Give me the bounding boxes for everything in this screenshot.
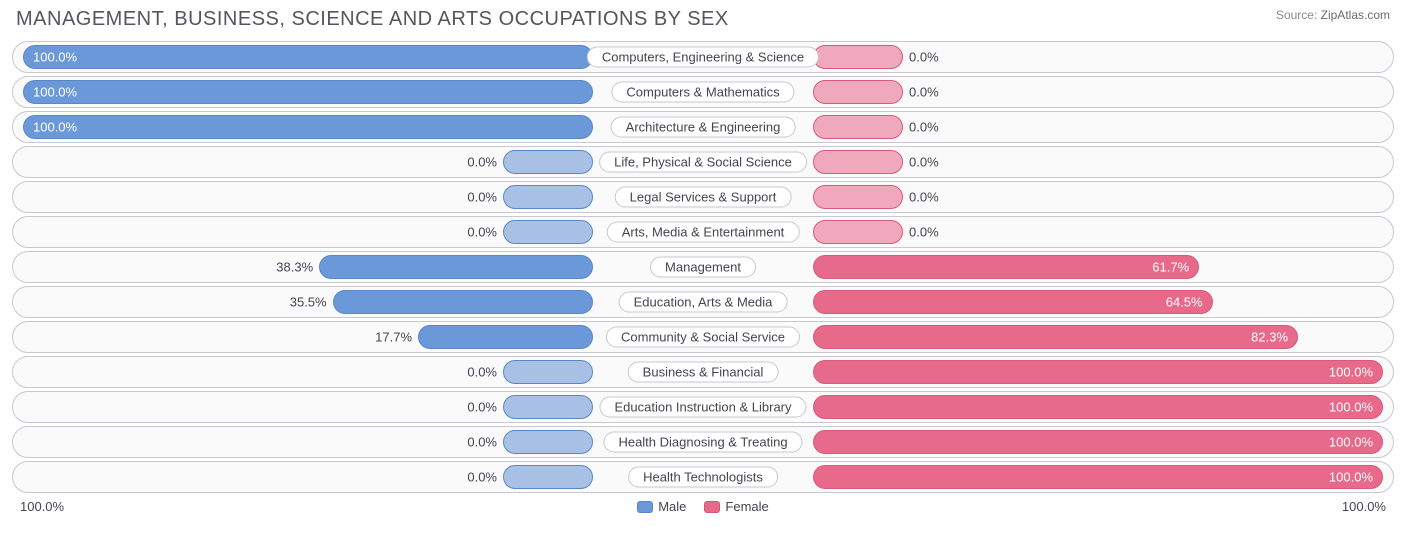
data-row: 0.0% 0.0% Life, Physical & Social Science [12, 146, 1394, 178]
data-row: 0.0% 100.0% Education Instruction & Librar… [12, 391, 1394, 423]
chart-source: Source: ZipAtlas.com [1276, 8, 1390, 24]
female-pct-label: 61.7% [1152, 260, 1189, 275]
data-row: 100.0% 0.0% Computers & Mathematics [12, 76, 1394, 108]
female-bar [813, 430, 1383, 454]
female-pct-label: 100.0% [1329, 365, 1373, 380]
male-bar [503, 465, 593, 489]
legend-female: Female [704, 499, 768, 514]
female-bar [813, 115, 903, 139]
legend-female-label: Female [725, 499, 768, 514]
male-pct-label: 17.7% [375, 330, 412, 345]
category-label: Management [650, 257, 756, 278]
legend-male: Male [637, 499, 686, 514]
male-pct-label: 0.0% [467, 470, 497, 485]
female-bar [813, 395, 1383, 419]
female-bar [813, 45, 903, 69]
female-bar [813, 290, 1213, 314]
male-pct-label: 100.0% [33, 120, 77, 135]
data-row: 0.0% 100.0% Health Diagnosing & Treating [12, 426, 1394, 458]
category-label: Life, Physical & Social Science [599, 152, 807, 173]
female-pct-label: 0.0% [909, 85, 939, 100]
male-pct-label: 38.3% [276, 260, 313, 275]
male-bar [23, 115, 593, 139]
male-pct-label: 35.5% [290, 295, 327, 310]
female-pct-label: 0.0% [909, 190, 939, 205]
male-bar [23, 80, 593, 104]
female-bar [813, 185, 903, 209]
axis-right-label: 100.0% [1342, 499, 1386, 514]
male-bar [503, 150, 593, 174]
data-row: 0.0% 100.0% Business & Financial [12, 356, 1394, 388]
male-pct-label: 0.0% [467, 190, 497, 205]
male-bar [333, 290, 593, 314]
data-row: 0.0% 0.0% Legal Services & Support [12, 181, 1394, 213]
male-pct-label: 0.0% [467, 400, 497, 415]
category-label: Computers & Mathematics [611, 82, 794, 103]
male-bar [23, 45, 593, 69]
data-row: 100.0% 0.0% Computers, Engineering & Scien… [12, 41, 1394, 73]
data-row: 35.5% 64.5% Education, Arts & Media [12, 286, 1394, 318]
male-pct-label: 100.0% [33, 50, 77, 65]
female-bar [813, 255, 1199, 279]
female-pct-label: 100.0% [1329, 400, 1373, 415]
data-row: 100.0% 0.0% Architecture & Engineering [12, 111, 1394, 143]
female-bar [813, 220, 903, 244]
female-pct-label: 64.5% [1166, 295, 1203, 310]
chart-rows: 100.0% 0.0% Computers, Engineering & Scien… [12, 41, 1394, 493]
male-bar [503, 360, 593, 384]
male-pct-label: 0.0% [467, 225, 497, 240]
category-label: Legal Services & Support [615, 187, 792, 208]
category-label: Arts, Media & Entertainment [607, 222, 800, 243]
data-row: 0.0% 100.0% Health Technologists [12, 461, 1394, 493]
category-label: Health Technologists [628, 467, 778, 488]
data-row: 0.0% 0.0% Arts, Media & Entertainment [12, 216, 1394, 248]
female-pct-label: 0.0% [909, 225, 939, 240]
data-row: 38.3% 61.7% Management [12, 251, 1394, 283]
occupations-by-sex-chart: MANAGEMENT, BUSINESS, SCIENCE AND ARTS O… [0, 0, 1406, 559]
female-bar [813, 80, 903, 104]
male-bar [319, 255, 593, 279]
female-pct-label: 0.0% [909, 120, 939, 135]
category-label: Architecture & Engineering [611, 117, 796, 138]
chart-header: MANAGEMENT, BUSINESS, SCIENCE AND ARTS O… [12, 8, 1394, 31]
female-bar [813, 360, 1383, 384]
source-label: Source: [1276, 8, 1317, 22]
male-bar [503, 395, 593, 419]
category-label: Community & Social Service [606, 327, 800, 348]
source-name: ZipAtlas.com [1321, 8, 1390, 22]
chart-title: MANAGEMENT, BUSINESS, SCIENCE AND ARTS O… [16, 8, 729, 31]
male-bar [503, 430, 593, 454]
female-bar [813, 465, 1383, 489]
female-pct-label: 100.0% [1329, 470, 1373, 485]
male-bar [503, 185, 593, 209]
category-label: Education Instruction & Library [599, 397, 806, 418]
female-pct-label: 0.0% [909, 50, 939, 65]
axis-left-label: 100.0% [20, 499, 64, 514]
male-pct-label: 0.0% [467, 155, 497, 170]
male-pct-label: 0.0% [467, 435, 497, 450]
category-label: Health Diagnosing & Treating [603, 432, 802, 453]
female-swatch-icon [704, 501, 720, 513]
male-bar [418, 325, 593, 349]
male-pct-label: 0.0% [467, 365, 497, 380]
female-pct-label: 100.0% [1329, 435, 1373, 450]
female-bar [813, 150, 903, 174]
female-pct-label: 0.0% [909, 155, 939, 170]
legend: Male Female [637, 499, 769, 514]
chart-footer: 100.0% Male Female 100.0% [12, 493, 1394, 514]
male-pct-label: 100.0% [33, 85, 77, 100]
male-swatch-icon [637, 501, 653, 513]
female-pct-label: 82.3% [1251, 330, 1288, 345]
data-row: 17.7% 82.3% Community & Social Service [12, 321, 1394, 353]
category-label: Business & Financial [628, 362, 779, 383]
legend-male-label: Male [658, 499, 686, 514]
female-bar [813, 325, 1298, 349]
category-label: Computers, Engineering & Science [587, 47, 819, 68]
male-bar [503, 220, 593, 244]
category-label: Education, Arts & Media [619, 292, 788, 313]
